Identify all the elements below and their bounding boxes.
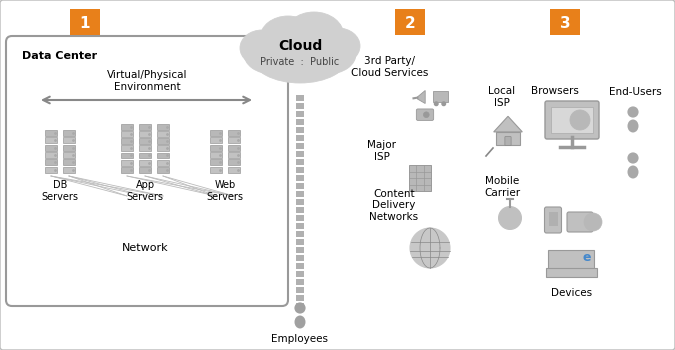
Circle shape bbox=[499, 206, 522, 230]
FancyBboxPatch shape bbox=[63, 152, 75, 158]
FancyBboxPatch shape bbox=[296, 295, 304, 301]
FancyBboxPatch shape bbox=[505, 136, 511, 145]
FancyBboxPatch shape bbox=[139, 131, 151, 137]
Text: 1: 1 bbox=[80, 15, 90, 30]
FancyBboxPatch shape bbox=[228, 137, 240, 144]
Circle shape bbox=[627, 106, 639, 118]
FancyBboxPatch shape bbox=[296, 199, 304, 205]
FancyBboxPatch shape bbox=[296, 271, 304, 277]
FancyBboxPatch shape bbox=[296, 287, 304, 293]
FancyBboxPatch shape bbox=[121, 153, 133, 159]
Circle shape bbox=[435, 102, 438, 106]
Ellipse shape bbox=[244, 34, 300, 74]
Circle shape bbox=[570, 110, 590, 130]
Text: 2: 2 bbox=[404, 15, 415, 30]
Text: 3: 3 bbox=[560, 15, 570, 30]
FancyBboxPatch shape bbox=[63, 167, 75, 173]
FancyBboxPatch shape bbox=[549, 212, 558, 226]
FancyBboxPatch shape bbox=[63, 130, 75, 136]
Circle shape bbox=[442, 102, 446, 106]
FancyBboxPatch shape bbox=[228, 159, 240, 165]
FancyBboxPatch shape bbox=[296, 191, 304, 197]
Ellipse shape bbox=[316, 28, 360, 64]
Ellipse shape bbox=[300, 34, 356, 74]
Ellipse shape bbox=[284, 12, 344, 60]
FancyBboxPatch shape bbox=[121, 160, 133, 166]
FancyBboxPatch shape bbox=[121, 138, 133, 144]
FancyBboxPatch shape bbox=[296, 207, 304, 213]
FancyBboxPatch shape bbox=[157, 131, 169, 137]
Text: Employees: Employees bbox=[271, 334, 329, 344]
FancyBboxPatch shape bbox=[228, 167, 240, 173]
FancyBboxPatch shape bbox=[157, 138, 169, 144]
Text: App
Servers: App Servers bbox=[126, 180, 163, 202]
FancyBboxPatch shape bbox=[45, 145, 57, 151]
Polygon shape bbox=[417, 91, 425, 104]
Text: Mobile
Carrier: Mobile Carrier bbox=[484, 176, 520, 198]
Text: Virtual/Physical
Environment: Virtual/Physical Environment bbox=[107, 70, 187, 92]
FancyBboxPatch shape bbox=[63, 137, 75, 144]
FancyBboxPatch shape bbox=[139, 138, 151, 144]
FancyBboxPatch shape bbox=[45, 137, 57, 144]
FancyBboxPatch shape bbox=[395, 9, 425, 35]
FancyBboxPatch shape bbox=[433, 91, 448, 101]
Ellipse shape bbox=[628, 119, 639, 133]
FancyBboxPatch shape bbox=[139, 124, 151, 130]
Polygon shape bbox=[493, 116, 522, 132]
FancyBboxPatch shape bbox=[121, 124, 133, 130]
FancyBboxPatch shape bbox=[296, 231, 304, 237]
Circle shape bbox=[294, 302, 306, 314]
FancyBboxPatch shape bbox=[296, 111, 304, 117]
Text: Cloud: Cloud bbox=[278, 39, 322, 53]
Text: End-Users: End-Users bbox=[609, 87, 662, 97]
Ellipse shape bbox=[240, 30, 284, 66]
Text: Private  :  Public: Private : Public bbox=[261, 57, 340, 67]
FancyBboxPatch shape bbox=[45, 152, 57, 158]
FancyBboxPatch shape bbox=[296, 159, 304, 165]
FancyBboxPatch shape bbox=[296, 143, 304, 149]
FancyBboxPatch shape bbox=[296, 279, 304, 285]
FancyBboxPatch shape bbox=[210, 167, 222, 173]
FancyBboxPatch shape bbox=[157, 153, 169, 159]
Ellipse shape bbox=[252, 31, 348, 83]
FancyBboxPatch shape bbox=[139, 146, 151, 151]
FancyBboxPatch shape bbox=[296, 167, 304, 173]
FancyBboxPatch shape bbox=[551, 107, 593, 133]
Text: Data Center: Data Center bbox=[22, 51, 97, 61]
Text: e: e bbox=[583, 251, 591, 265]
FancyBboxPatch shape bbox=[121, 131, 133, 137]
FancyBboxPatch shape bbox=[121, 146, 133, 151]
FancyBboxPatch shape bbox=[210, 130, 222, 136]
Text: Content
Delivery
Networks: Content Delivery Networks bbox=[369, 189, 418, 222]
Circle shape bbox=[410, 228, 450, 268]
FancyBboxPatch shape bbox=[157, 124, 169, 130]
FancyBboxPatch shape bbox=[296, 175, 304, 181]
FancyBboxPatch shape bbox=[296, 303, 304, 305]
Text: 3rd Party/
Cloud Services: 3rd Party/ Cloud Services bbox=[351, 56, 429, 78]
FancyBboxPatch shape bbox=[228, 145, 240, 151]
Ellipse shape bbox=[294, 315, 306, 329]
Ellipse shape bbox=[260, 16, 316, 60]
FancyBboxPatch shape bbox=[296, 95, 304, 101]
FancyBboxPatch shape bbox=[139, 167, 151, 173]
FancyBboxPatch shape bbox=[545, 101, 599, 139]
FancyBboxPatch shape bbox=[550, 9, 580, 35]
FancyBboxPatch shape bbox=[296, 247, 304, 253]
FancyBboxPatch shape bbox=[296, 119, 304, 125]
FancyBboxPatch shape bbox=[210, 145, 222, 151]
FancyBboxPatch shape bbox=[6, 36, 288, 306]
Text: Browsers: Browsers bbox=[531, 86, 579, 96]
FancyBboxPatch shape bbox=[567, 212, 593, 232]
Text: Web
Servers: Web Servers bbox=[207, 180, 244, 202]
FancyBboxPatch shape bbox=[210, 152, 222, 158]
FancyBboxPatch shape bbox=[496, 132, 520, 145]
FancyBboxPatch shape bbox=[45, 167, 57, 173]
FancyBboxPatch shape bbox=[210, 137, 222, 144]
FancyBboxPatch shape bbox=[548, 250, 594, 270]
FancyBboxPatch shape bbox=[121, 167, 133, 173]
FancyBboxPatch shape bbox=[45, 159, 57, 165]
Text: Devices: Devices bbox=[551, 288, 593, 298]
Text: Local
ISP: Local ISP bbox=[489, 86, 516, 108]
FancyBboxPatch shape bbox=[210, 159, 222, 165]
